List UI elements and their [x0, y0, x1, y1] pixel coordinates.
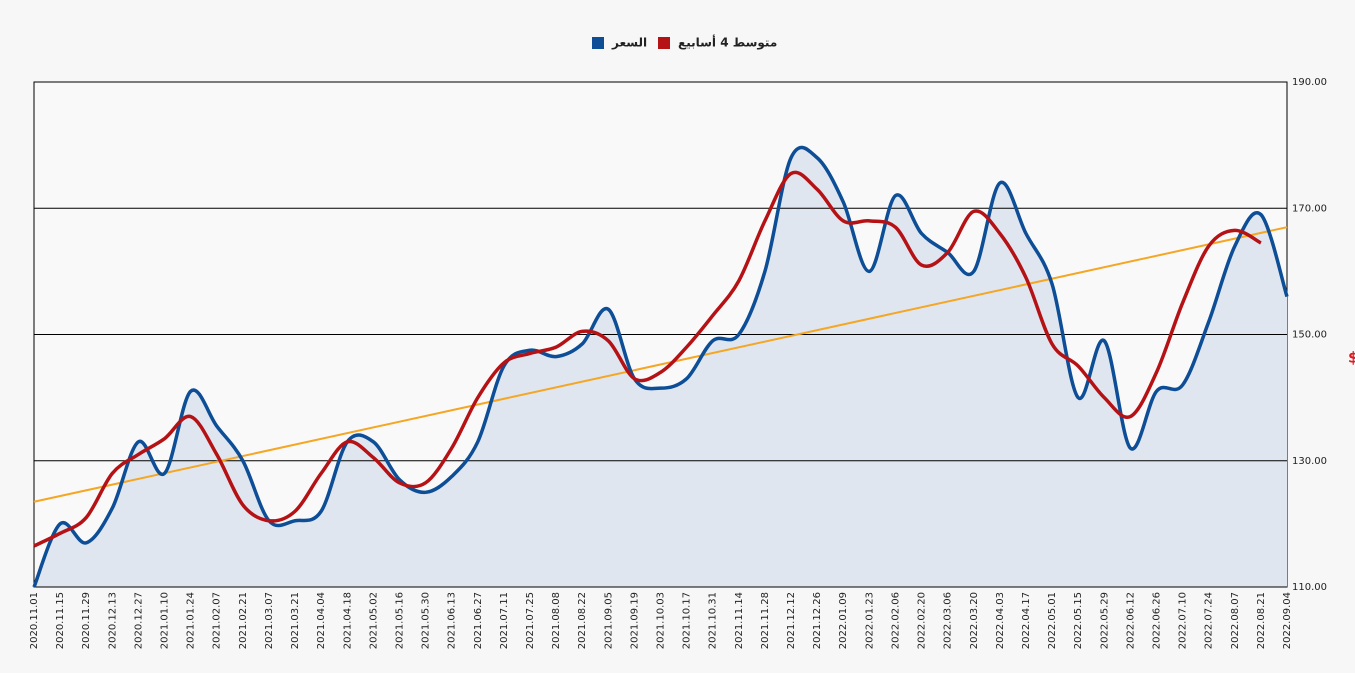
x-tick-label: 2020.12.27: [133, 592, 144, 649]
x-tick-label: 2022.03.20: [969, 592, 980, 649]
x-tick-label: 2022.04.17: [1021, 592, 1032, 649]
x-tick-label: 2021.08.22: [577, 592, 588, 649]
line: [33, 170, 1262, 548]
trend-line: [33, 226, 1288, 503]
x-tick-label: 2021.02.21: [238, 592, 249, 649]
y-tick-label: 190.00: [1292, 77, 1327, 88]
x-tick-label: 2021.10.17: [682, 592, 693, 649]
x-tick-label: 2020.12.13: [107, 592, 118, 649]
x-tick-label: 2021.05.02: [368, 592, 379, 649]
y-tick-label: 150.00: [1292, 330, 1327, 341]
x-tick-label: 2020.11.01: [29, 592, 40, 649]
x-tick-label: 2022.01.23: [864, 592, 875, 649]
x-tick-label: 2022.06.26: [1151, 592, 1162, 649]
x-tick-label: 2022.04.03: [995, 592, 1006, 649]
line: [32, 145, 1289, 588]
x-tick-label: 2022.05.15: [1073, 592, 1084, 649]
y-tick-label: 130.00: [1292, 456, 1327, 467]
x-tick-label: 2022.05.29: [1099, 592, 1110, 649]
x-tick-label: 2021.06.27: [473, 592, 484, 649]
x-tick-label: 2021.08.08: [551, 592, 562, 649]
legend-swatch: [658, 37, 670, 49]
x-tick-label: 2021.03.21: [290, 592, 301, 649]
x-tick-label: 2021.04.18: [342, 592, 353, 649]
x-tick-label: 2021.06.13: [447, 592, 458, 649]
x-tick-label: 2021.03.07: [264, 592, 275, 649]
x-tick-label: 2022.08.21: [1256, 592, 1267, 649]
legend-swatch: [592, 37, 604, 49]
x-tick-label: 2022.06.12: [1125, 592, 1136, 649]
x-tick-label: 2021.02.07: [212, 592, 223, 649]
x-tick-label: 2021.04.04: [316, 592, 327, 649]
area: [34, 147, 1287, 587]
annotation: نقطة الوسط 145.80 $: [1348, 349, 1355, 367]
x-tick-label: 2021.09.05: [603, 592, 614, 649]
x-tick-label: 2021.01.10: [160, 592, 171, 649]
x-tick-label: 2021.11.14: [734, 592, 745, 649]
x-tick-label: 2022.01.09: [838, 592, 849, 649]
x-tick-label: 2022.02.20: [917, 592, 928, 649]
x-tick-label: 2022.05.01: [1047, 592, 1058, 649]
x-tick-label: 2021.10.31: [708, 592, 719, 649]
y-tick-label: 110.00: [1292, 582, 1327, 593]
x-tick-label: 2022.07.10: [1178, 592, 1189, 649]
x-tick-label: 2022.03.06: [943, 592, 954, 649]
x-tick-label: 2021.05.16: [394, 592, 405, 649]
x-tick-label: 2021.11.28: [760, 592, 771, 649]
x-tick-label: 2021.01.24: [186, 592, 197, 649]
x-tick-label: 2022.09.04: [1282, 592, 1293, 649]
x-tick-label: 2020.11.15: [55, 592, 66, 649]
y-tick-label: 170.00: [1292, 203, 1327, 214]
x-tick-label: 2021.07.11: [499, 592, 510, 649]
x-tick-label: 2021.09.19: [629, 592, 640, 649]
x-tick-label: 2022.07.24: [1204, 592, 1215, 649]
x-tick-label: 2022.08.07: [1230, 592, 1241, 649]
x-tick-label: 2022.02.06: [890, 592, 901, 649]
legend-label: متوسط 4 أسابيع: [678, 35, 777, 51]
legend-label: السعر: [611, 36, 647, 50]
x-tick-label: 2021.07.25: [525, 592, 536, 649]
x-tick-label: 2021.12.26: [812, 592, 823, 649]
x-tick-label: 2021.12.12: [786, 592, 797, 649]
x-tick-label: 2021.05.30: [421, 592, 432, 649]
x-tick-label: 2020.11.29: [81, 592, 92, 649]
x-tick-label: 2021.10.03: [656, 592, 667, 649]
